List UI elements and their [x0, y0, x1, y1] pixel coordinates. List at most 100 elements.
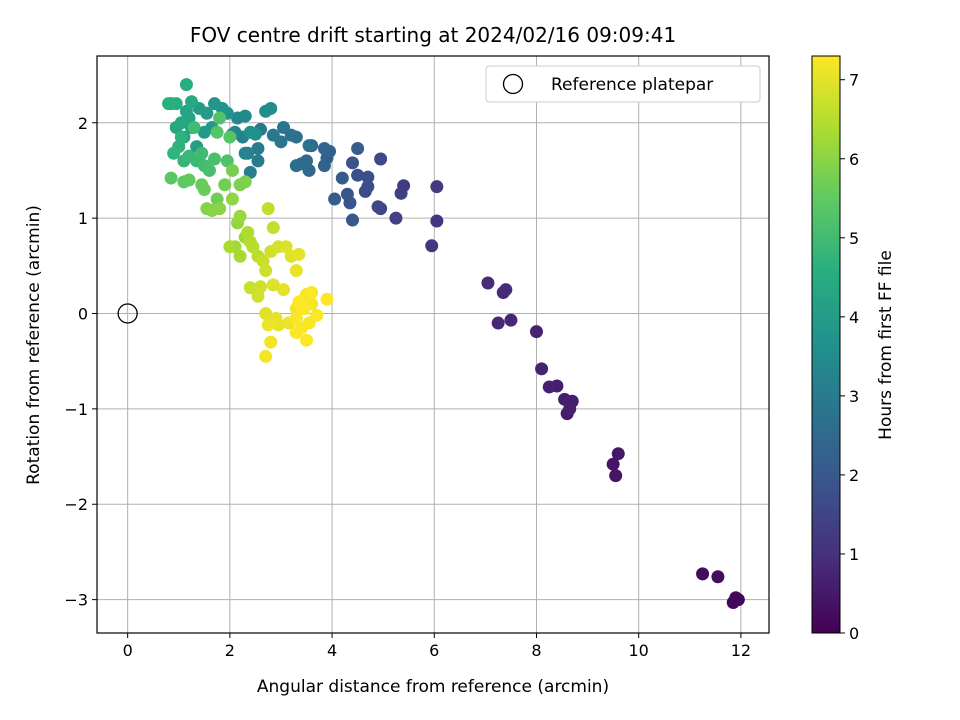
- data-point: [491, 316, 505, 330]
- x-tick-label: 12: [731, 641, 751, 660]
- y-tick-label: 0: [78, 305, 88, 324]
- data-point: [374, 152, 388, 166]
- data-point: [238, 175, 252, 189]
- colorbar-tick-label: 2: [849, 466, 859, 485]
- data-point: [711, 570, 725, 584]
- data-point: [261, 318, 275, 332]
- x-tick-label: 6: [429, 641, 439, 660]
- data-point: [302, 139, 316, 153]
- data-point: [340, 187, 354, 201]
- data-point: [289, 159, 303, 173]
- data-point: [346, 213, 360, 227]
- data-point: [271, 318, 285, 332]
- data-point: [729, 591, 743, 605]
- data-point: [310, 308, 324, 322]
- data-point: [167, 146, 181, 160]
- data-point: [351, 142, 365, 156]
- colorbar-tick-label: 5: [849, 229, 859, 248]
- data-point: [305, 286, 319, 300]
- data-point: [611, 447, 625, 461]
- data-point: [335, 171, 349, 185]
- data-point: [213, 202, 227, 216]
- colorbar-tick-label: 7: [849, 71, 859, 90]
- data-point: [430, 214, 444, 228]
- y-tick-label: −3: [64, 591, 88, 610]
- colorbar-label: Hours from first FF file: [876, 250, 896, 440]
- data-point: [210, 125, 224, 139]
- data-point: [195, 146, 209, 160]
- data-point: [246, 240, 260, 254]
- data-point: [289, 311, 303, 325]
- data-point: [223, 130, 237, 144]
- data-point: [320, 292, 334, 306]
- data-point: [297, 302, 311, 316]
- data-point: [202, 163, 216, 177]
- data-point: [251, 142, 265, 156]
- data-point: [213, 111, 227, 125]
- data-point: [563, 402, 577, 416]
- data-point: [351, 168, 365, 182]
- x-tick-label: 10: [629, 641, 649, 660]
- data-point: [185, 95, 199, 109]
- data-point: [179, 78, 193, 92]
- data-point: [220, 154, 234, 168]
- data-point: [225, 163, 239, 177]
- legend-marker-reference: [502, 73, 524, 95]
- data-point: [187, 121, 201, 135]
- data-point: [208, 97, 222, 111]
- colorbar-tick-label: 1: [849, 545, 859, 564]
- data-point: [261, 202, 275, 216]
- legend: Reference platepar: [485, 65, 761, 103]
- data-point: [238, 146, 252, 160]
- data-point: [499, 283, 513, 297]
- y-tick-label: 2: [78, 114, 88, 133]
- colorbar-gradient: [811, 55, 841, 634]
- data-point: [233, 209, 247, 223]
- data-point: [164, 171, 178, 185]
- colorbar: 0 1 2 3 4 5 6 7 Hours from first FF file: [811, 55, 896, 643]
- legend-label-reference: Reference platepar: [551, 75, 713, 95]
- y-tick-label: −1: [64, 400, 88, 419]
- data-point: [266, 128, 280, 142]
- data-point: [264, 335, 278, 349]
- data-point: [264, 101, 278, 115]
- data-point: [277, 283, 291, 297]
- data-point: [259, 349, 273, 363]
- colorbar-tick-label: 4: [849, 308, 859, 327]
- data-point: [317, 142, 331, 156]
- data-point: [223, 240, 237, 254]
- data-point: [174, 116, 188, 130]
- data-points: [117, 78, 745, 609]
- colorbar-tick-label: 6: [849, 150, 859, 169]
- data-point: [425, 239, 439, 253]
- colorbar-ticks: 0 1 2 3 4 5 6 7: [840, 71, 859, 643]
- data-point: [300, 333, 314, 347]
- data-point: [361, 180, 375, 194]
- data-point: [606, 457, 620, 471]
- data-point: [179, 104, 193, 118]
- data-point: [197, 125, 211, 139]
- data-point: [394, 186, 408, 200]
- colorbar-tick-label: 0: [849, 624, 859, 643]
- legend-box: [485, 65, 761, 103]
- data-point: [279, 240, 293, 254]
- data-point: [696, 567, 710, 581]
- data-point: [558, 392, 572, 406]
- data-point: [371, 200, 385, 214]
- data-point: [162, 97, 176, 111]
- data-point: [389, 211, 403, 225]
- x-tick-label: 2: [225, 641, 235, 660]
- x-tick-label: 4: [327, 641, 337, 660]
- data-point: [251, 289, 265, 303]
- data-point: [231, 111, 245, 125]
- x-tick-label: 8: [531, 641, 541, 660]
- y-axis-label: Rotation from reference (arcmin): [24, 205, 44, 485]
- data-point: [243, 281, 257, 295]
- data-point: [182, 173, 196, 187]
- data-point: [243, 125, 257, 139]
- data-point: [289, 326, 303, 340]
- data-point: [317, 159, 331, 173]
- data-point: [266, 221, 280, 235]
